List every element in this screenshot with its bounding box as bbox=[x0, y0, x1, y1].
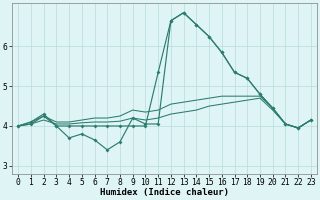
X-axis label: Humidex (Indice chaleur): Humidex (Indice chaleur) bbox=[100, 188, 229, 197]
